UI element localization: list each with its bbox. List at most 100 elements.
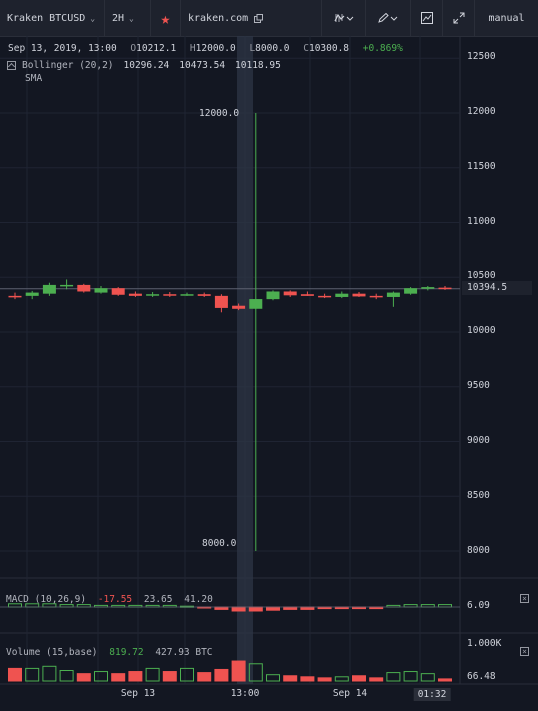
high-value: 12000.0 — [195, 43, 236, 54]
volume-name: Volume (15,base) — [6, 647, 98, 658]
price-tick: 10500 — [467, 270, 496, 281]
price-tick: 11000 — [467, 216, 496, 227]
ohlc-legend: Sep 13, 2019, 13:00 O10212.1 H12000.0 L8… — [8, 43, 403, 54]
candle-low-label: 8000.0 — [202, 538, 237, 549]
price-tick: 9000 — [467, 435, 490, 446]
candle-body — [438, 287, 452, 290]
interval-selector[interactable]: 2H ⌄ — [105, 0, 151, 36]
bollinger-name: Bollinger (20,2) — [22, 60, 114, 71]
volume-value-1: 819.72 — [109, 647, 144, 658]
macd-bar — [283, 606, 298, 610]
symbol-label: Kraken BTCUSD — [7, 12, 86, 24]
top-toolbar: Kraken BTCUSD ⌄ 2H ⌄ ★ kraken.com manual — [0, 0, 538, 37]
chevron-down-icon: ⌄ — [129, 13, 134, 23]
volume-bar — [128, 671, 143, 682]
crosshair-band — [237, 36, 253, 684]
fullscreen-button[interactable] — [443, 0, 475, 36]
bollinger-basis: 10296.24 — [123, 60, 170, 71]
volume-bar — [162, 671, 177, 682]
volume-bar — [334, 676, 349, 682]
volume-bar — [180, 667, 194, 682]
star-icon: ★ — [160, 8, 171, 28]
time-tick: 13:00 — [230, 688, 260, 699]
high-label: H — [189, 43, 196, 54]
candle-body — [352, 293, 366, 297]
volume-axis-value: 66.48 — [467, 671, 496, 682]
close-icon[interactable]: × — [520, 594, 529, 603]
candle-body — [232, 305, 246, 309]
volume-legend: Volume (15,base) 819.72 427.93 BTC — [6, 647, 213, 658]
candle-body — [25, 292, 39, 296]
volume-bar — [438, 678, 452, 682]
indicators-icon — [333, 13, 354, 23]
bollinger-legend: Bollinger (20,2) 10296.24 10473.54 10118… — [7, 60, 281, 71]
favorite-button[interactable]: ★ — [151, 0, 181, 36]
candle-body — [283, 291, 297, 296]
macd-bar — [214, 606, 229, 610]
macd-bar — [300, 606, 315, 610]
toolbar-spacer — [278, 0, 322, 36]
volume-bar — [214, 668, 229, 682]
candle-body — [421, 287, 435, 289]
external-link-icon — [254, 13, 264, 23]
current-time-tag: 01:32 — [413, 688, 451, 701]
price-tick: 8500 — [467, 490, 490, 501]
volume-bar — [231, 660, 246, 682]
volume-bar — [352, 675, 366, 682]
open-label: O — [130, 43, 137, 54]
price-tick: 9500 — [467, 380, 490, 391]
brand-link[interactable]: kraken.com — [181, 0, 278, 36]
candle-body — [146, 294, 160, 296]
volume-value-2: 427.93 BTC — [155, 647, 213, 658]
bollinger-lower: 10118.95 — [235, 60, 281, 71]
brand-label: kraken.com — [188, 12, 249, 24]
volume-bar — [248, 663, 263, 682]
snapshot-button[interactable] — [411, 0, 443, 36]
volume-bar — [197, 672, 212, 682]
close-label: C — [303, 43, 309, 54]
open-value: 10212.1 — [136, 43, 177, 54]
candle-body — [266, 291, 280, 300]
collapse-icon[interactable] — [7, 61, 16, 70]
indicators-button[interactable] — [322, 0, 366, 36]
candle-body — [60, 284, 74, 287]
candle-body — [180, 294, 194, 296]
macd-bar — [248, 606, 263, 612]
drawing-tools-button[interactable] — [366, 0, 411, 36]
candle-body — [94, 288, 108, 293]
volume-bar — [386, 672, 401, 682]
volume-bar — [25, 667, 40, 682]
candle-body — [128, 293, 142, 296]
candle-body — [369, 295, 383, 298]
candle-body — [8, 295, 22, 298]
volume-bar — [300, 676, 315, 682]
volume-bar — [42, 665, 57, 682]
volume-bar — [111, 673, 126, 682]
time-tick: Sep 14 — [332, 688, 368, 699]
macd-value-2: 23.65 — [143, 594, 173, 605]
interval-label: 2H — [112, 12, 125, 24]
macd-value-3: 41.20 — [184, 594, 213, 605]
candle-body — [404, 288, 418, 294]
volume-bar — [317, 677, 332, 682]
volume-bar — [145, 667, 160, 682]
chart-canvas[interactable] — [0, 36, 538, 711]
bollinger-upper: 10473.54 — [179, 60, 226, 71]
close-icon[interactable]: × — [520, 647, 529, 656]
price-tick: 11500 — [467, 161, 496, 172]
candle-body — [335, 293, 349, 297]
candle-body — [111, 288, 125, 295]
price-tick: 12000 — [467, 106, 496, 117]
scale-mode-button[interactable]: manual — [475, 0, 538, 36]
volume-bar — [420, 673, 435, 682]
volume-bar — [266, 674, 280, 682]
scale-mode-label: manual — [488, 12, 525, 24]
volume-bar — [283, 675, 298, 682]
macd-bar — [420, 604, 435, 608]
candle-body — [197, 294, 211, 296]
symbol-selector[interactable]: Kraken BTCUSD ⌄ — [0, 0, 105, 36]
macd-value-1: -17.55 — [97, 594, 133, 605]
candle-body — [386, 292, 400, 297]
chevron-down-icon: ⌄ — [90, 13, 96, 23]
candle-body — [42, 284, 56, 294]
